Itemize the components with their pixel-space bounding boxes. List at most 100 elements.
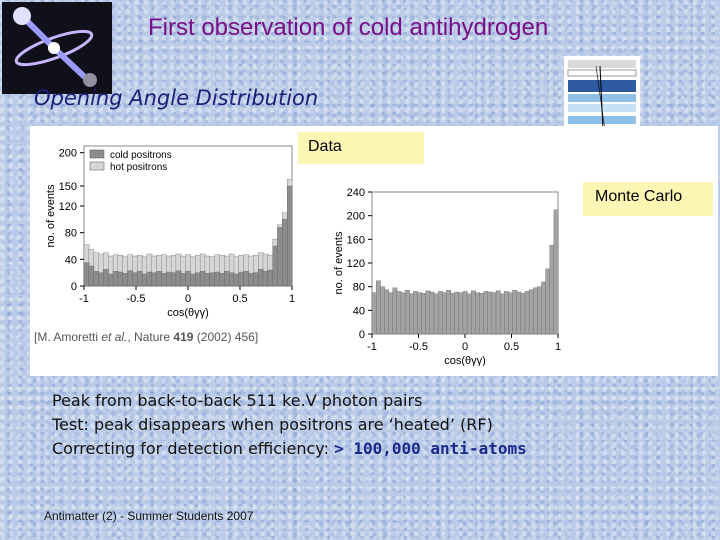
histogram-bar [462,291,468,335]
histogram-bar [219,273,225,287]
histogram-bar [446,290,451,335]
histogram-bar [117,271,124,287]
histogram-bar [549,245,555,335]
histogram-bar [442,292,447,335]
bullet-item: Correcting for detection efficiency: > 1… [52,437,527,461]
histogram-bar [458,292,464,335]
citation: [M. Amoretti et al., Nature 419 (2002) 4… [34,330,258,344]
histogram-bar [243,271,249,287]
histogram-bar [466,293,472,335]
histogram-bar [471,290,476,335]
histogram-bar [437,291,443,335]
data-chart: -1 -0.5 0 0.5 1 0 40 80 120 150 200 cos(θγγ) no. of … [45,145,295,319]
histogram-bar [421,293,427,335]
histogram-bar [409,293,414,335]
histogram-bar [175,270,182,287]
y-tick-label: 120 [59,201,77,213]
histogram-bar [475,292,480,335]
histogram-bar [214,271,220,287]
x-axis-label: cos(θγγ) [167,307,209,319]
slide-subtitle: Opening Angle Distribution [34,86,319,110]
y-tick-label: 40 [65,254,77,266]
x-tick-label: -0.5 [409,341,428,353]
histogram-bar [479,293,485,335]
histogram-bar [98,272,104,287]
x-tick-label: -0.5 [127,293,146,305]
bullet-text: Correcting for detection efficiency: [52,439,335,458]
histogram-bar [396,291,402,335]
footer: Antimatter (2) - Summer Students 2007 [44,509,254,523]
highlight-result: > 100,000 anti-atoms [334,439,527,458]
histogram-bar [253,272,259,287]
legend-label: cold positrons [110,150,172,161]
x-tick-label: -1 [367,341,377,353]
histogram-bar [209,272,216,287]
data-label: Data [298,132,424,164]
citation-volume: 419 [173,330,194,344]
y-tick-label: 0 [71,281,77,293]
y-tick-label: 200 [59,148,77,160]
histogram-bar [146,271,153,287]
histogram-bar [537,286,542,335]
citation-prefix: [M. Amoretti [34,330,102,344]
histogram-bar [112,271,119,287]
x-tick-label: 1 [289,293,295,305]
histogram-bar [417,292,423,335]
histogram-bar [520,293,526,335]
y-tick-label: 0 [359,329,365,341]
histogram-bar [195,272,201,287]
x-tick-label: -1 [79,293,89,305]
x-tick-label: 0 [462,341,468,353]
histogram-bar [508,292,513,335]
histogram-bar [199,271,206,287]
histogram-bar [127,270,133,287]
y-tick-label: 150 [59,181,77,193]
histogram-bar [512,290,518,335]
histogram-bar [166,271,172,287]
bullet-item: Test: peak disappears when positrons are… [52,415,493,434]
histogram-bar [516,291,522,335]
monte-carlo-chart: -1 -0.5 0 0.5 1 0 40 80 120 160 200 240 cos(θγγ) no. … [333,187,561,366]
histogram-bar [487,291,493,335]
citation-etal: et al. [101,330,128,344]
histogram-bar [429,291,435,335]
histogram-bar [137,271,143,287]
histogram-bar [400,292,406,335]
histogram-bar [161,273,167,287]
histogram-bar [483,291,489,335]
histogram-bar [248,273,254,287]
slide-title: First observation of cold antihydrogen [148,14,549,41]
x-tick-label: 1 [555,341,561,353]
monte-carlo-label: Monte Carlo [583,182,713,216]
citation-tail: (2002) 456] [193,330,259,344]
histogram-bar [392,287,398,335]
histogram-bar [287,185,293,287]
antimatter-logo [2,2,112,94]
histogram-bar [533,287,538,335]
y-tick-label: 160 [347,234,365,246]
histogram-bar [224,271,230,287]
histogram-bar [499,293,505,335]
histogram-bar [454,291,460,335]
x-tick-label: 0 [185,293,191,305]
legend-label: hot positrons [110,162,167,173]
y-axis-label: no. of events [45,184,57,247]
histogram-bar [204,273,211,287]
bullet-item: Peak from back-to-back 511 ke.V photon p… [52,391,423,410]
y-tick-label: 80 [65,228,77,240]
histogram-bar [238,271,245,287]
histogram-bar [491,292,497,335]
histogram-bar [228,272,235,287]
histogram-bar [384,289,389,335]
x-tick-label: 0.5 [232,293,247,305]
histogram-bar [425,290,431,335]
histogram-bar [83,262,90,287]
histogram-bar [433,293,439,335]
histogram-bar [93,271,99,287]
bullet-list: Peak from back-to-back 511 ke.V photon p… [52,389,527,461]
histogram-bar [132,272,138,287]
histogram-bar [262,271,269,287]
y-tick-label: 200 [347,211,365,223]
histogram-bar [141,273,148,287]
histogram-bar [413,291,418,335]
